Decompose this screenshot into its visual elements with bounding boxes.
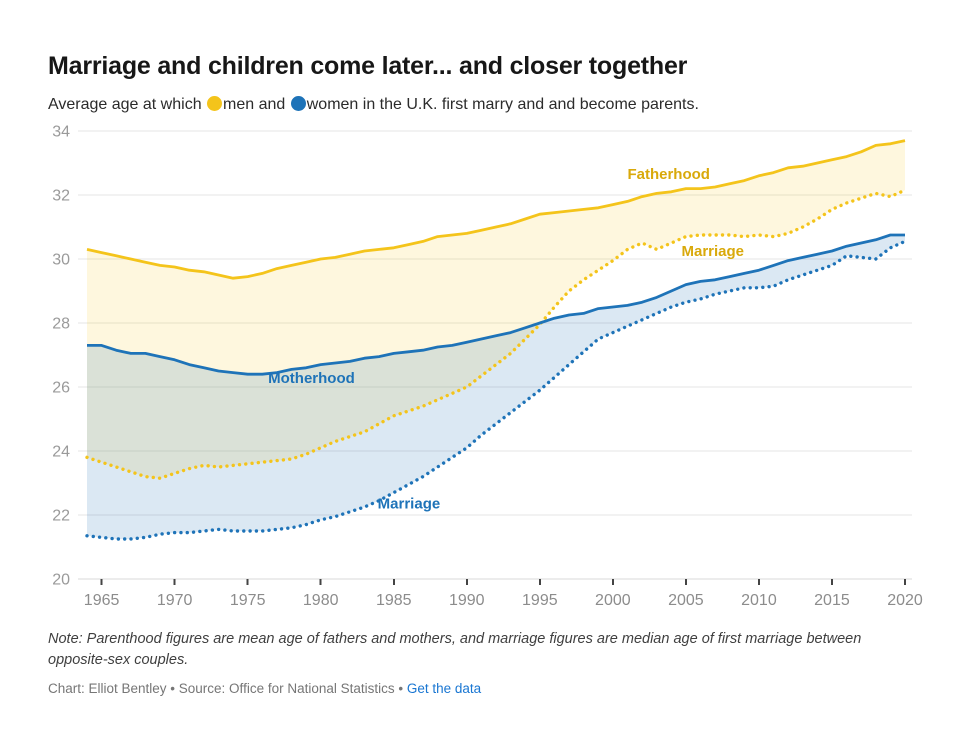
x-axis-label: 2005 bbox=[668, 592, 704, 609]
women-band bbox=[87, 235, 905, 539]
x-axis-label: 2015 bbox=[814, 592, 850, 609]
series-label-marriage: Marriage bbox=[378, 496, 441, 513]
chart-subtitle: Average age at which men and women in th… bbox=[48, 94, 912, 115]
subtitle-prefix: Average age at which bbox=[48, 96, 207, 113]
subtitle-women-label: women in the U.K. first marry and and be… bbox=[306, 96, 699, 113]
series-label-fatherhood: Fatherhood bbox=[627, 166, 710, 183]
x-axis-label: 1985 bbox=[376, 592, 412, 609]
x-axis-label: 1990 bbox=[449, 592, 485, 609]
gridlines: 20 22 24 26 28 30 32 34 bbox=[52, 124, 912, 589]
x-axis-label: 1980 bbox=[303, 592, 339, 609]
subtitle-men-label: men and bbox=[223, 96, 290, 113]
y-axis-label: 34 bbox=[52, 124, 70, 141]
x-axis-label: 2000 bbox=[595, 592, 631, 609]
chart-credits: Chart: Elliot Bentley • Source: Office f… bbox=[48, 680, 912, 698]
y-axis-label: 30 bbox=[52, 252, 70, 269]
x-axis-label: 1970 bbox=[157, 592, 193, 609]
marriage-men-line bbox=[85, 188, 907, 480]
credit-text: Chart: Elliot Bentley • Source: Office f… bbox=[48, 681, 407, 696]
chart-svg: 20 22 24 26 28 30 32 34 1965 1970 1975 1980 1985 1990… bbox=[52, 124, 923, 610]
y-axis-label: 32 bbox=[52, 188, 70, 205]
y-axis-label: 28 bbox=[52, 316, 70, 333]
series-label-motherhood: Motherhood bbox=[268, 370, 355, 387]
women-legend-dot-icon bbox=[290, 96, 306, 111]
men-legend-dot-icon bbox=[207, 96, 223, 111]
x-axis: 1965 1970 1975 1980 1985 1990 1995 2000 2005 2010… bbox=[84, 579, 923, 609]
x-axis-label: 1965 bbox=[84, 592, 120, 609]
motherhood-line bbox=[87, 233, 905, 376]
marriage-women-line bbox=[85, 239, 907, 541]
y-axis-label: 22 bbox=[52, 508, 70, 525]
x-axis-label: 2020 bbox=[887, 592, 923, 609]
y-axis-label: 24 bbox=[52, 444, 70, 461]
series-label-marriage: Marriage bbox=[682, 243, 745, 260]
get-the-data-link[interactable]: Get the data bbox=[406, 681, 482, 696]
x-axis-label: 1975 bbox=[230, 592, 266, 609]
men-band bbox=[87, 140, 905, 479]
y-axis-label: 20 bbox=[52, 572, 70, 589]
x-axis-label: 2010 bbox=[741, 592, 777, 609]
y-axis-label: 26 bbox=[52, 380, 70, 397]
chart-note: Note: Parenthood figures are mean age of… bbox=[48, 631, 862, 668]
chart-title: Marriage and children come later... and … bbox=[48, 52, 688, 80]
line-chart: 20 22 24 26 28 30 32 34 1965 1970 1975 1980 1985 1990… bbox=[0, 117, 960, 617]
x-axis-label: 1995 bbox=[522, 592, 558, 609]
fatherhood-line bbox=[86, 139, 906, 280]
